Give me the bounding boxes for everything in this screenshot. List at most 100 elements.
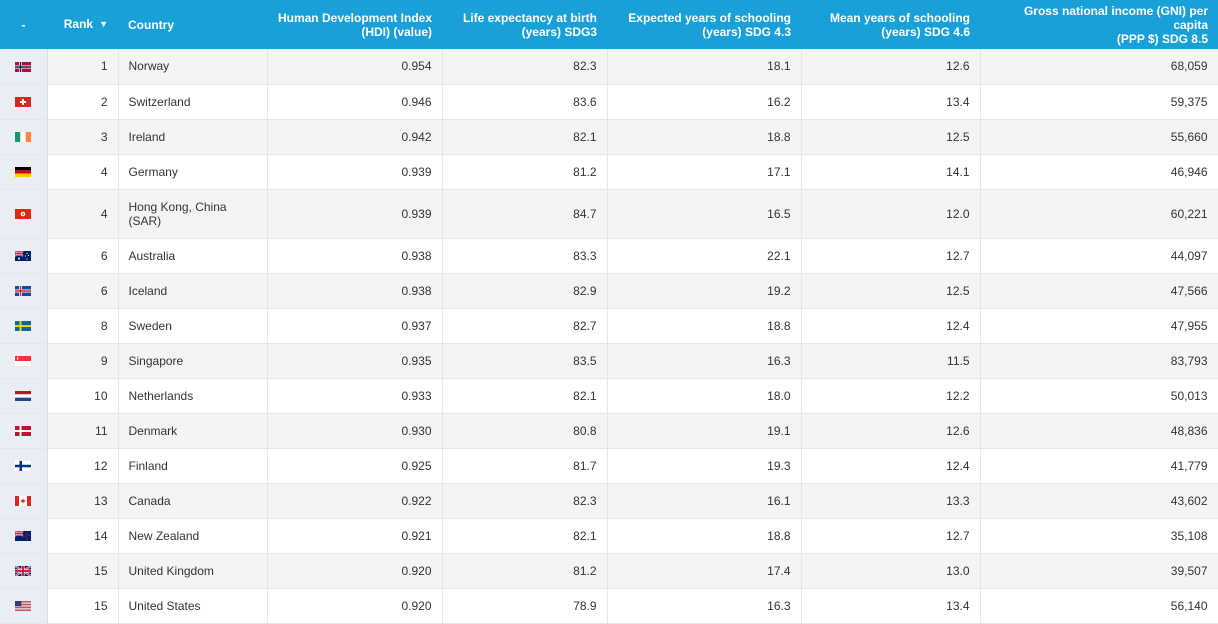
- sort-descending-icon[interactable]: ▼: [99, 19, 108, 29]
- rank-cell: 4: [47, 189, 119, 239]
- expected-schooling-cell: 18.8: [607, 308, 802, 344]
- rank-cell: 10: [47, 378, 119, 414]
- flag-cell: [0, 308, 48, 344]
- country-cell[interactable]: Canada: [118, 483, 268, 519]
- flag-cell: [0, 413, 48, 449]
- sweden-flag-icon: [15, 321, 32, 332]
- life-expectancy-cell: 82.1: [442, 119, 608, 155]
- expected-schooling-column-header[interactable]: Expected years of schooling (years) SDG 4…: [628, 10, 791, 39]
- expected-schooling-cell: 17.1: [607, 154, 802, 190]
- hdi-cell: 0.922: [267, 483, 443, 519]
- gni-cell: 47,955: [980, 308, 1218, 344]
- table-row[interactable]: 4 Germany 0.939 81.2 17.1 14.1 46,946: [0, 154, 1218, 190]
- country-name: Canada: [128, 493, 171, 508]
- country-cell[interactable]: Finland: [118, 448, 268, 484]
- table-row[interactable]: 12 Finland 0.925 81.7 19.3 12.4 41,779: [0, 448, 1218, 484]
- life-expectancy-cell: 82.3: [442, 49, 608, 85]
- country-cell[interactable]: New Zealand: [118, 518, 268, 554]
- country-name: Netherlands: [128, 388, 194, 403]
- flag-column-header[interactable]: -: [21, 17, 26, 32]
- mean-schooling-cell: 12.4: [801, 308, 981, 344]
- table-row[interactable]: 9 Singapore 0.935 83.5 16.3 11.5 83,793: [0, 343, 1218, 379]
- mean-schooling-cell: 13.0: [801, 553, 981, 589]
- rank-cell: 2: [47, 84, 119, 120]
- life-expectancy-cell: 80.8: [442, 413, 608, 449]
- life-expectancy-column-header[interactable]: Life expectancy at birth (years) SDG3: [462, 10, 597, 39]
- country-cell[interactable]: Germany: [118, 154, 268, 190]
- life-expectancy-cell: 83.5: [442, 343, 608, 379]
- gni-cell: 60,221: [980, 189, 1218, 239]
- hdi-column-header[interactable]: Human Development Index (HDI) (value): [277, 10, 432, 39]
- denmark-flag-icon: [15, 426, 32, 437]
- hdi-cell: 0.938: [267, 273, 443, 309]
- rank-column-header[interactable]: Rank ▼: [47, 0, 118, 49]
- gni-cell: 83,793: [980, 343, 1218, 379]
- table-row[interactable]: 15 United States 0.920 78.9 16.3 13.4 56,140: [0, 588, 1218, 624]
- gni-cell: 43,602: [980, 483, 1218, 519]
- gni-cell: 50,013: [980, 378, 1218, 414]
- hdi-cell: 0.930: [267, 413, 443, 449]
- country-cell[interactable]: Australia: [118, 238, 268, 274]
- mean-schooling-column-header[interactable]: Mean years of schooling (years) SDG 4.6: [829, 10, 970, 39]
- table-row[interactable]: 4 Hong Kong, China (SAR) 0.939 84.7 16.5 12.0 6…: [0, 189, 1218, 239]
- country-cell[interactable]: Norway: [118, 49, 268, 85]
- mean-schooling-cell: 12.5: [801, 119, 981, 155]
- mean-schooling-cell: 14.1: [801, 154, 981, 190]
- expected-schooling-cell: 16.1: [607, 483, 802, 519]
- table-row[interactable]: 11 Denmark 0.930 80.8 19.1 12.6 48,836: [0, 413, 1218, 449]
- country-column-header[interactable]: Country: [128, 17, 174, 32]
- flag-cell: [0, 483, 48, 519]
- country-cell[interactable]: Singapore: [118, 343, 268, 379]
- united-kingdom-flag-icon: [15, 566, 32, 577]
- country-cell[interactable]: Switzerland: [118, 84, 268, 120]
- gni-cell: 68,059: [980, 49, 1218, 85]
- country-cell[interactable]: United States: [118, 588, 268, 624]
- finland-flag-icon: [15, 461, 32, 472]
- country-cell[interactable]: Sweden: [118, 308, 268, 344]
- country-cell[interactable]: Hong Kong, China (SAR): [118, 189, 268, 239]
- rank-cell: 6: [47, 238, 119, 274]
- rank-cell: 12: [47, 448, 119, 484]
- life-expectancy-cell: 78.9: [442, 588, 608, 624]
- iceland-flag-icon: [15, 286, 32, 297]
- mean-schooling-cell: 12.6: [801, 49, 981, 85]
- expected-schooling-cell: 16.5: [607, 189, 802, 239]
- country-name: Denmark: [128, 423, 178, 438]
- hdi-cell: 0.925: [267, 448, 443, 484]
- canada-flag-icon: [15, 496, 32, 507]
- table-row[interactable]: 3 Ireland 0.942 82.1 18.8 12.5 55,660: [0, 119, 1218, 155]
- table-row[interactable]: 6 Australia 0.938 83.3 22.1 12.7 44,097: [0, 238, 1218, 274]
- country-cell[interactable]: Ireland: [118, 119, 268, 155]
- country-name: United States: [128, 598, 201, 613]
- table-row[interactable]: 10 Netherlands 0.933 82.1 18.0 12.2 50,013: [0, 378, 1218, 414]
- gni-cell: 41,779: [980, 448, 1218, 484]
- life-expectancy-cell: 82.9: [442, 273, 608, 309]
- gni-column-header[interactable]: Gross national income (GNI) per capita (P…: [1023, 3, 1208, 46]
- table-row[interactable]: 14 New Zealand 0.921 82.1 18.8 12.7 35,108: [0, 518, 1218, 554]
- country-name: Norway: [128, 59, 170, 74]
- country-name: Iceland: [128, 283, 168, 298]
- table-row[interactable]: 15 United Kingdom 0.920 81.2 17.4 13.0 39,507: [0, 553, 1218, 589]
- table-row[interactable]: 6 Iceland 0.938 82.9 19.2 12.5 47,566: [0, 273, 1218, 309]
- country-cell[interactable]: Iceland: [118, 273, 268, 309]
- table-row[interactable]: 8 Sweden 0.937 82.7 18.8 12.4 47,955: [0, 308, 1218, 344]
- gni-cell: 39,507: [980, 553, 1218, 589]
- gni-cell: 47,566: [980, 273, 1218, 309]
- expected-schooling-cell: 18.8: [607, 119, 802, 155]
- table-row[interactable]: 13 Canada 0.922 82.3 16.1 13.3 43,602: [0, 483, 1218, 519]
- life-expectancy-cell: 81.2: [442, 154, 608, 190]
- country-name: Germany: [128, 164, 178, 179]
- country-cell[interactable]: United Kingdom: [118, 553, 268, 589]
- country-name: (SAR): [128, 213, 162, 228]
- country-cell[interactable]: Denmark: [118, 413, 268, 449]
- mean-schooling-cell: 12.0: [801, 189, 981, 239]
- country-cell[interactable]: Netherlands: [118, 378, 268, 414]
- singapore-flag-icon: [15, 356, 32, 367]
- country-name: Ireland: [128, 129, 166, 144]
- mean-schooling-cell: 12.5: [801, 273, 981, 309]
- expected-schooling-cell: 22.1: [607, 238, 802, 274]
- table-row[interactable]: 2 Switzerland 0.946 83.6 16.2 13.4 59,375: [0, 84, 1218, 120]
- expected-schooling-cell: 16.3: [607, 588, 802, 624]
- table-row[interactable]: 1 Norway 0.954 82.3 18.1 12.6 68,059: [0, 49, 1218, 85]
- hdi-cell: 0.920: [267, 588, 443, 624]
